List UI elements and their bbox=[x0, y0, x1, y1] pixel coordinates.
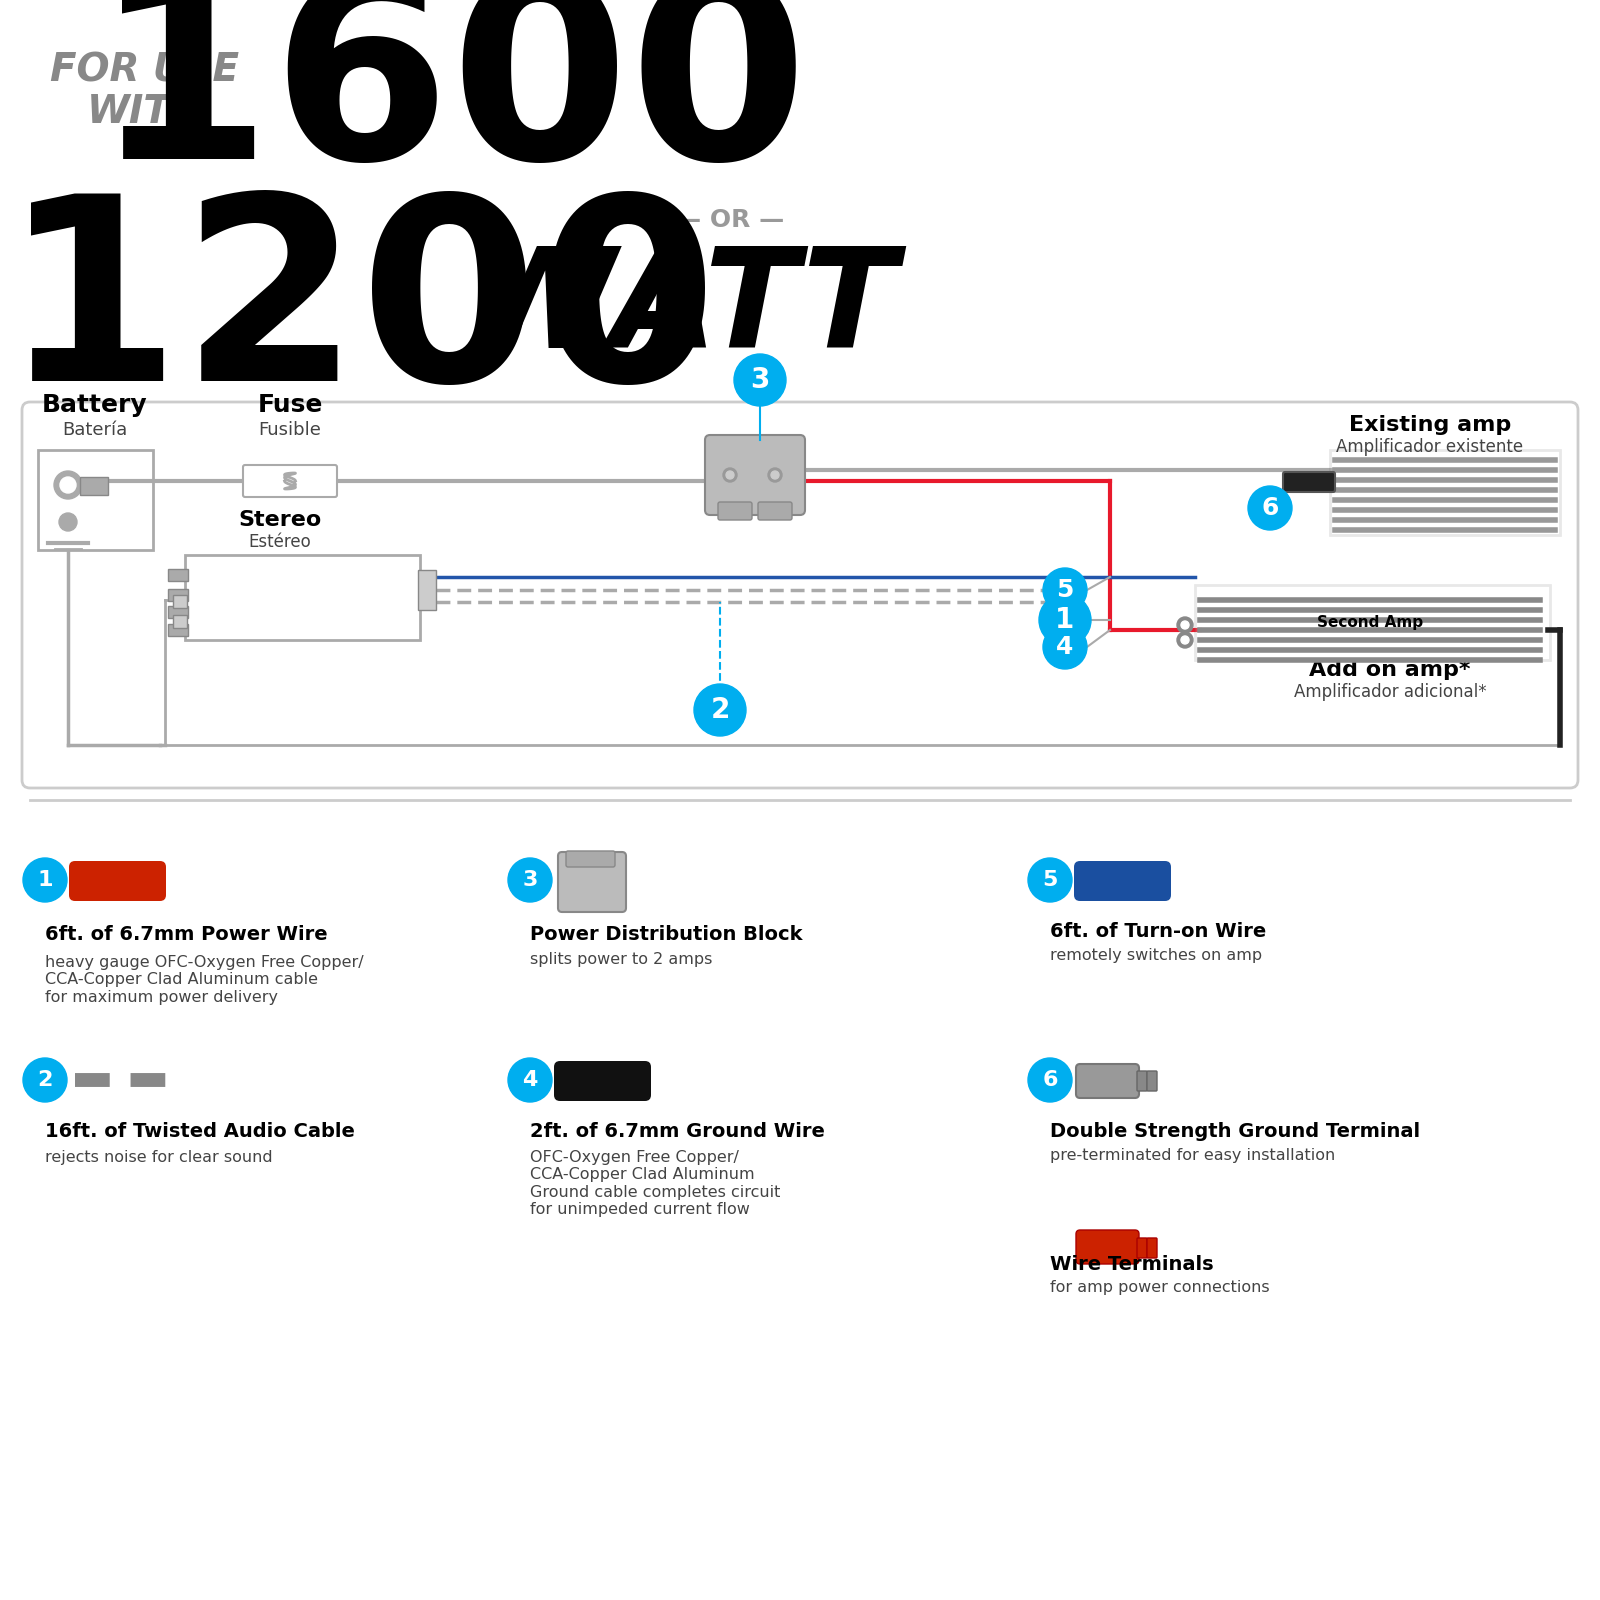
Text: Power Distribution Block: Power Distribution Block bbox=[530, 925, 803, 944]
FancyBboxPatch shape bbox=[69, 861, 166, 901]
FancyBboxPatch shape bbox=[38, 450, 154, 550]
Circle shape bbox=[59, 514, 77, 531]
Circle shape bbox=[1038, 594, 1091, 646]
Circle shape bbox=[1178, 618, 1194, 634]
Text: Existing amp: Existing amp bbox=[1349, 414, 1510, 435]
Circle shape bbox=[1027, 1058, 1072, 1102]
Circle shape bbox=[1181, 621, 1189, 629]
FancyBboxPatch shape bbox=[1147, 1238, 1157, 1258]
Text: Wire Terminals: Wire Terminals bbox=[1050, 1254, 1214, 1274]
Circle shape bbox=[1178, 632, 1194, 648]
FancyBboxPatch shape bbox=[418, 570, 435, 610]
Text: Amplificador adicional*: Amplificador adicional* bbox=[1294, 683, 1486, 701]
Text: 16ft. of Twisted Audio Cable: 16ft. of Twisted Audio Cable bbox=[45, 1122, 355, 1141]
Circle shape bbox=[1248, 486, 1293, 530]
Text: 6: 6 bbox=[1261, 496, 1278, 520]
Circle shape bbox=[723, 467, 738, 482]
Text: — OR —: — OR — bbox=[675, 208, 784, 232]
FancyBboxPatch shape bbox=[1074, 861, 1171, 901]
Circle shape bbox=[726, 470, 734, 478]
Text: for amp power connections: for amp power connections bbox=[1050, 1280, 1270, 1294]
Text: 5: 5 bbox=[1056, 578, 1074, 602]
FancyBboxPatch shape bbox=[186, 555, 419, 640]
FancyBboxPatch shape bbox=[168, 570, 189, 581]
Circle shape bbox=[1027, 858, 1072, 902]
FancyBboxPatch shape bbox=[1075, 1230, 1139, 1264]
Text: 5: 5 bbox=[1042, 870, 1058, 890]
FancyBboxPatch shape bbox=[1138, 1070, 1147, 1091]
Circle shape bbox=[54, 470, 82, 499]
FancyBboxPatch shape bbox=[1138, 1238, 1147, 1258]
FancyBboxPatch shape bbox=[1195, 586, 1550, 659]
Text: Stereo: Stereo bbox=[238, 510, 322, 530]
FancyBboxPatch shape bbox=[558, 851, 626, 912]
Circle shape bbox=[22, 1058, 67, 1102]
Circle shape bbox=[509, 1058, 552, 1102]
Text: 2: 2 bbox=[37, 1070, 53, 1090]
Circle shape bbox=[694, 685, 746, 736]
FancyBboxPatch shape bbox=[566, 851, 614, 867]
Text: 3: 3 bbox=[750, 366, 770, 394]
FancyBboxPatch shape bbox=[173, 614, 187, 627]
Text: 6: 6 bbox=[1042, 1070, 1058, 1090]
Circle shape bbox=[768, 467, 782, 482]
FancyBboxPatch shape bbox=[243, 466, 338, 498]
Text: Amplificador existente: Amplificador existente bbox=[1336, 438, 1523, 456]
FancyBboxPatch shape bbox=[1075, 1064, 1139, 1098]
Text: WATT: WATT bbox=[462, 243, 898, 378]
Text: 6ft. of Turn-on Wire: 6ft. of Turn-on Wire bbox=[1050, 922, 1266, 941]
Text: 4: 4 bbox=[522, 1070, 538, 1090]
Text: WITH: WITH bbox=[86, 93, 203, 131]
Text: 1: 1 bbox=[37, 870, 53, 890]
FancyBboxPatch shape bbox=[173, 595, 187, 608]
FancyBboxPatch shape bbox=[1330, 450, 1560, 534]
Text: 1200: 1200 bbox=[2, 186, 718, 434]
Text: remotely switches on amp: remotely switches on amp bbox=[1050, 947, 1262, 963]
Text: Add on amp*: Add on amp* bbox=[1309, 659, 1470, 680]
Circle shape bbox=[1043, 626, 1086, 669]
Text: FOR USE: FOR USE bbox=[51, 51, 240, 90]
FancyBboxPatch shape bbox=[22, 402, 1578, 787]
Text: 2: 2 bbox=[710, 696, 730, 723]
Text: Double Strength Ground Terminal: Double Strength Ground Terminal bbox=[1050, 1122, 1421, 1141]
Text: pre-terminated for easy installation: pre-terminated for easy installation bbox=[1050, 1149, 1336, 1163]
FancyBboxPatch shape bbox=[718, 502, 752, 520]
FancyBboxPatch shape bbox=[168, 606, 189, 618]
Text: splits power to 2 amps: splits power to 2 amps bbox=[530, 952, 712, 966]
Text: Second Amp: Second Amp bbox=[1317, 614, 1422, 629]
Text: 6ft. of 6.7mm Power Wire: 6ft. of 6.7mm Power Wire bbox=[45, 925, 328, 944]
FancyBboxPatch shape bbox=[168, 589, 189, 602]
Text: Fusible: Fusible bbox=[259, 421, 322, 438]
Text: 2ft. of 6.7mm Ground Wire: 2ft. of 6.7mm Ground Wire bbox=[530, 1122, 826, 1141]
Text: 4: 4 bbox=[1056, 635, 1074, 659]
Circle shape bbox=[1043, 568, 1086, 611]
Circle shape bbox=[509, 858, 552, 902]
Text: Battery: Battery bbox=[42, 394, 147, 418]
FancyBboxPatch shape bbox=[554, 1061, 651, 1101]
FancyBboxPatch shape bbox=[168, 624, 189, 635]
Text: heavy gauge OFC-Oxygen Free Copper/
CCA-Copper Clad Aluminum cable
for maximum p: heavy gauge OFC-Oxygen Free Copper/ CCA-… bbox=[45, 955, 363, 1005]
FancyBboxPatch shape bbox=[706, 435, 805, 515]
Text: 1600: 1600 bbox=[93, 0, 808, 211]
Circle shape bbox=[22, 858, 67, 902]
FancyBboxPatch shape bbox=[1283, 472, 1334, 493]
FancyBboxPatch shape bbox=[758, 502, 792, 520]
Text: OFC-Oxygen Free Copper/
CCA-Copper Clad Aluminum
Ground cable completes circuit
: OFC-Oxygen Free Copper/ CCA-Copper Clad … bbox=[530, 1150, 781, 1218]
Text: 3: 3 bbox=[522, 870, 538, 890]
Text: Fuse: Fuse bbox=[258, 394, 323, 418]
Circle shape bbox=[1181, 635, 1189, 643]
Text: rejects noise for clear sound: rejects noise for clear sound bbox=[45, 1150, 272, 1165]
FancyBboxPatch shape bbox=[1147, 1070, 1157, 1091]
FancyBboxPatch shape bbox=[80, 477, 109, 494]
Circle shape bbox=[771, 470, 779, 478]
Circle shape bbox=[734, 354, 786, 406]
Circle shape bbox=[61, 477, 77, 493]
Text: Batería: Batería bbox=[62, 421, 128, 438]
Text: Estéreo: Estéreo bbox=[248, 533, 312, 550]
Text: 1: 1 bbox=[1056, 606, 1075, 634]
